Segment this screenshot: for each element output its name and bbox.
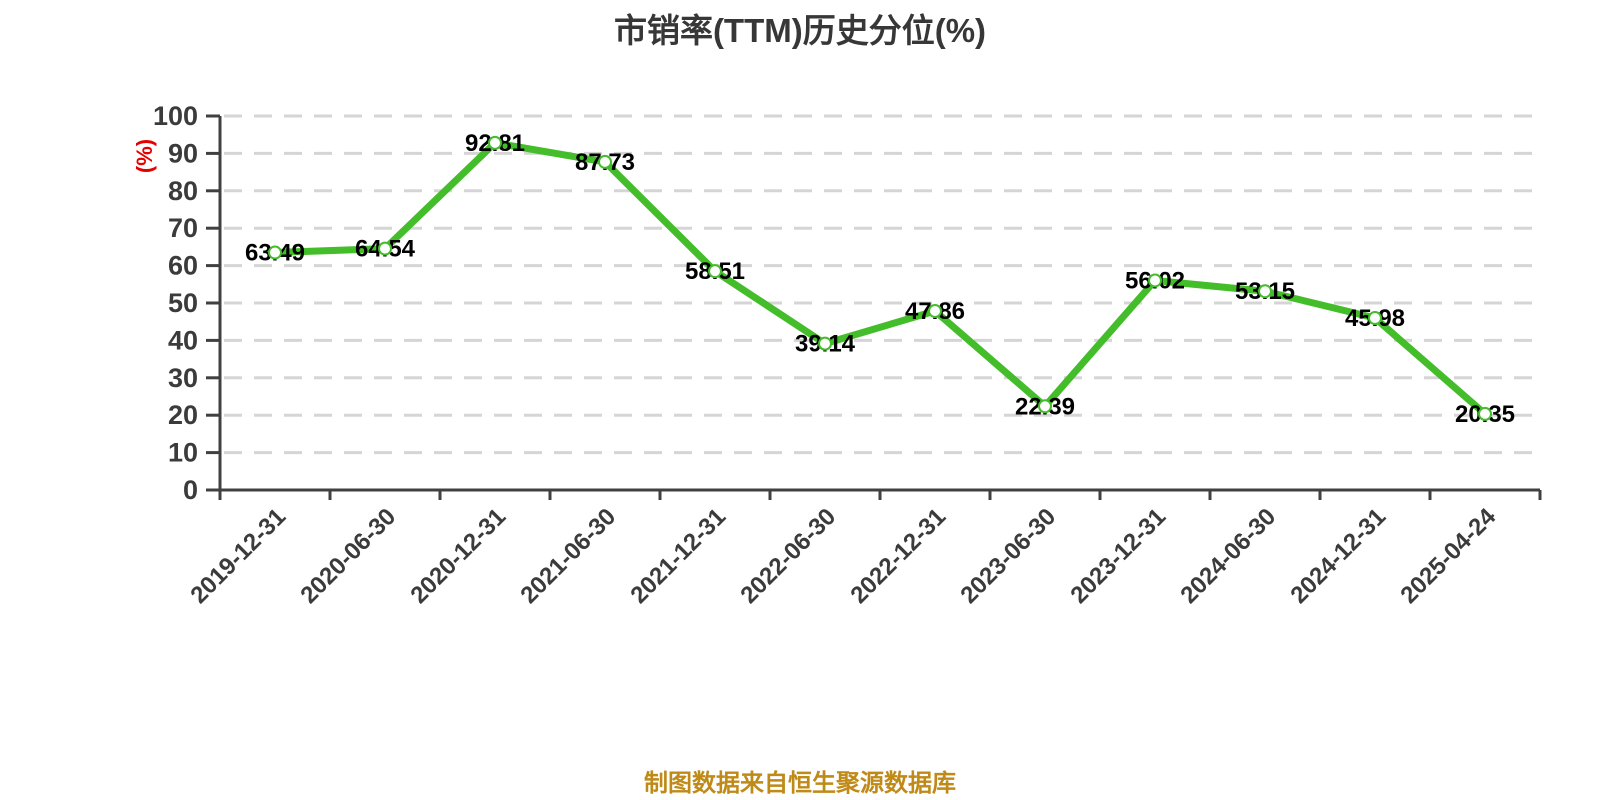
y-tick-label: 90 bbox=[168, 138, 198, 168]
data-source-note: 制图数据来自恒生聚源数据库 bbox=[644, 770, 956, 797]
y-tick-label: 0 bbox=[183, 475, 198, 505]
x-tick-label: 2025-04-24 bbox=[1395, 503, 1501, 609]
x-tick-label: 2022-12-31 bbox=[845, 503, 951, 609]
data-point bbox=[818, 336, 832, 351]
data-point bbox=[488, 135, 502, 150]
y-tick-label: 30 bbox=[168, 363, 198, 393]
y-tick-label: 40 bbox=[168, 325, 198, 355]
y-tick-label: 10 bbox=[168, 438, 198, 468]
x-tick-label: 2019-12-31 bbox=[185, 503, 291, 609]
data-point bbox=[708, 264, 722, 279]
data-point bbox=[1258, 284, 1272, 299]
x-tick-label: 2024-12-31 bbox=[1285, 503, 1391, 609]
y-tick-label: 60 bbox=[168, 251, 198, 281]
chart-title: 市销率(TTM)历史分位(%) bbox=[613, 12, 987, 49]
y-tick-label: 20 bbox=[168, 400, 198, 430]
data-point bbox=[1368, 311, 1382, 326]
data-point bbox=[1148, 273, 1162, 288]
data-point bbox=[598, 154, 612, 169]
y-tick-label: 80 bbox=[168, 176, 198, 206]
series-line bbox=[271, 139, 1489, 418]
data-point bbox=[1478, 406, 1492, 421]
x-tick-label: 2023-06-30 bbox=[955, 503, 1061, 609]
x-tick-label: 2020-06-30 bbox=[295, 503, 401, 609]
y-tick-label: 100 bbox=[153, 101, 198, 131]
x-tick-label: 2024-06-30 bbox=[1175, 503, 1281, 609]
x-tick-label: 2022-06-30 bbox=[735, 503, 841, 609]
data-point bbox=[268, 245, 282, 260]
x-tick-label: 2023-12-31 bbox=[1065, 503, 1171, 609]
y-tick-label: 70 bbox=[168, 213, 198, 243]
x-tick-label: 2020-12-31 bbox=[405, 503, 511, 609]
data-point bbox=[378, 241, 392, 256]
x-tick-label: 2021-12-31 bbox=[625, 503, 731, 609]
x-tick-label: 2021-06-30 bbox=[515, 503, 621, 609]
data-point bbox=[1038, 399, 1052, 414]
y-tick-label: 50 bbox=[168, 288, 198, 318]
data-point bbox=[928, 304, 942, 319]
